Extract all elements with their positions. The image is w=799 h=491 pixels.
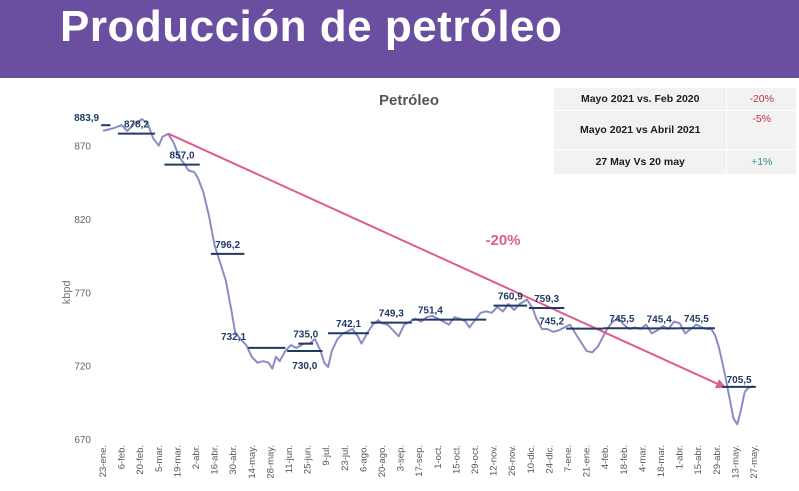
- x-tick-label: 12-nov.: [489, 445, 500, 476]
- level-label: 742,1: [336, 319, 361, 330]
- y-tick-label: 870: [74, 142, 91, 153]
- level-label: 745,4: [647, 314, 672, 325]
- level-label: 878,2: [124, 120, 149, 131]
- comparison-value: -20%: [726, 87, 797, 111]
- y-tick-label: 720: [74, 362, 91, 373]
- comparison-row: Mayo 2021 vs. Feb 2020 -20%: [552, 87, 797, 111]
- x-tick-label: 30-abr.: [228, 445, 239, 475]
- x-tick-label: 27-may.: [749, 445, 760, 479]
- x-tick-label: 14-may.: [247, 445, 258, 479]
- x-tick-label: 26-nov.: [507, 445, 518, 476]
- x-tick-label: 25-jun.: [303, 445, 314, 474]
- x-tick-label: 24-dic.: [544, 445, 555, 474]
- x-tick-label: 18-mar.: [656, 445, 667, 477]
- x-tick-label: 5-mar.: [154, 445, 165, 472]
- x-tick-label: 6-feb.: [117, 445, 128, 469]
- x-tick-label: 15-abr.: [693, 445, 704, 475]
- x-tick-label: 28-may.: [265, 445, 276, 479]
- comparison-label: 27 May Vs 20 may: [552, 149, 728, 175]
- x-tick-label: 20-ago.: [377, 445, 388, 477]
- x-tick-label: 4-feb.: [600, 445, 611, 469]
- level-label: 735,0: [293, 330, 318, 341]
- x-tick-label: 23-ene.: [98, 445, 109, 477]
- comparison-row: 27 May Vs 20 may +1%: [552, 149, 797, 175]
- level-label: 796,2: [215, 240, 240, 251]
- x-tick-label: 17-sep.: [414, 445, 425, 477]
- x-tick-label: 21-ene.: [582, 445, 593, 477]
- x-tick-label: 20-feb.: [135, 445, 146, 475]
- level-label: 749,3: [379, 309, 404, 320]
- level-label: 745,5: [609, 314, 634, 325]
- x-tick-label: 19-mar.: [172, 445, 183, 477]
- page-title: Producción de petróleo: [60, 2, 563, 51]
- x-tick-label: 23-jul.: [340, 445, 351, 471]
- x-tick-label: 2-abr.: [191, 445, 202, 469]
- level-label: 745,5: [684, 314, 709, 325]
- x-tick-label: 3-sep.: [396, 445, 407, 471]
- x-tick-label: 29-abr.: [712, 445, 723, 475]
- x-tick-label: 4-mar.: [637, 445, 648, 472]
- comparison-table: Mayo 2021 vs. Feb 2020 -20% Mayo 2021 vs…: [552, 87, 797, 175]
- x-tick-label: 10-dic.: [526, 445, 537, 474]
- y-axis-label: kbpd: [61, 280, 73, 304]
- y-tick-label: 770: [74, 288, 91, 299]
- level-label: 705,5: [727, 375, 752, 386]
- level-label: 732,1: [221, 332, 246, 343]
- level-label: 759,3: [534, 294, 559, 305]
- x-tick-label: 6-ago.: [358, 445, 369, 472]
- trend-arrow: [167, 132, 727, 389]
- level-label: 883,9: [74, 113, 99, 124]
- x-tick-label: 1-oct.: [433, 445, 444, 469]
- x-tick-label: 11-jun.: [284, 445, 295, 473]
- y-tick-label: 820: [74, 215, 91, 226]
- y-tick-label: 670: [74, 435, 91, 446]
- x-tick-label: 9-jul.: [321, 445, 332, 466]
- comparison-label: Mayo 2021 vs Abril 2021: [552, 110, 728, 150]
- comparison-value: +1%: [726, 149, 797, 175]
- x-tick-label: 13-may.: [730, 445, 741, 479]
- x-tick-label: 18-feb.: [619, 445, 630, 475]
- x-tick-label: 7-ene.: [563, 445, 574, 472]
- x-tick-label: 16-abr.: [210, 445, 221, 475]
- x-tick-label: 1-abr.: [675, 445, 686, 469]
- chart-title: Petróleo: [379, 92, 439, 109]
- level-label: 857,0: [170, 151, 195, 162]
- x-tick-label: 29-oct.: [470, 445, 481, 474]
- level-label: 745,2: [539, 317, 564, 328]
- comparison-row: Mayo 2021 vs Abril 2021 -5%: [552, 110, 797, 150]
- level-label: 751,4: [418, 306, 443, 317]
- title-banner: Producción de petróleo: [0, 0, 799, 78]
- comparison-value: -5%: [726, 110, 797, 150]
- level-label: 730,0: [292, 361, 317, 372]
- x-tick-label: 15-oct.: [451, 445, 462, 474]
- comparison-label: Mayo 2021 vs. Feb 2020: [552, 87, 728, 111]
- trend-label: -20%: [485, 232, 520, 249]
- oil-production-chart: Petróleo kbpd 670 720 770 820 870 23-ene. 6-feb.…: [61, 92, 760, 479]
- level-label: 760,9: [498, 292, 523, 303]
